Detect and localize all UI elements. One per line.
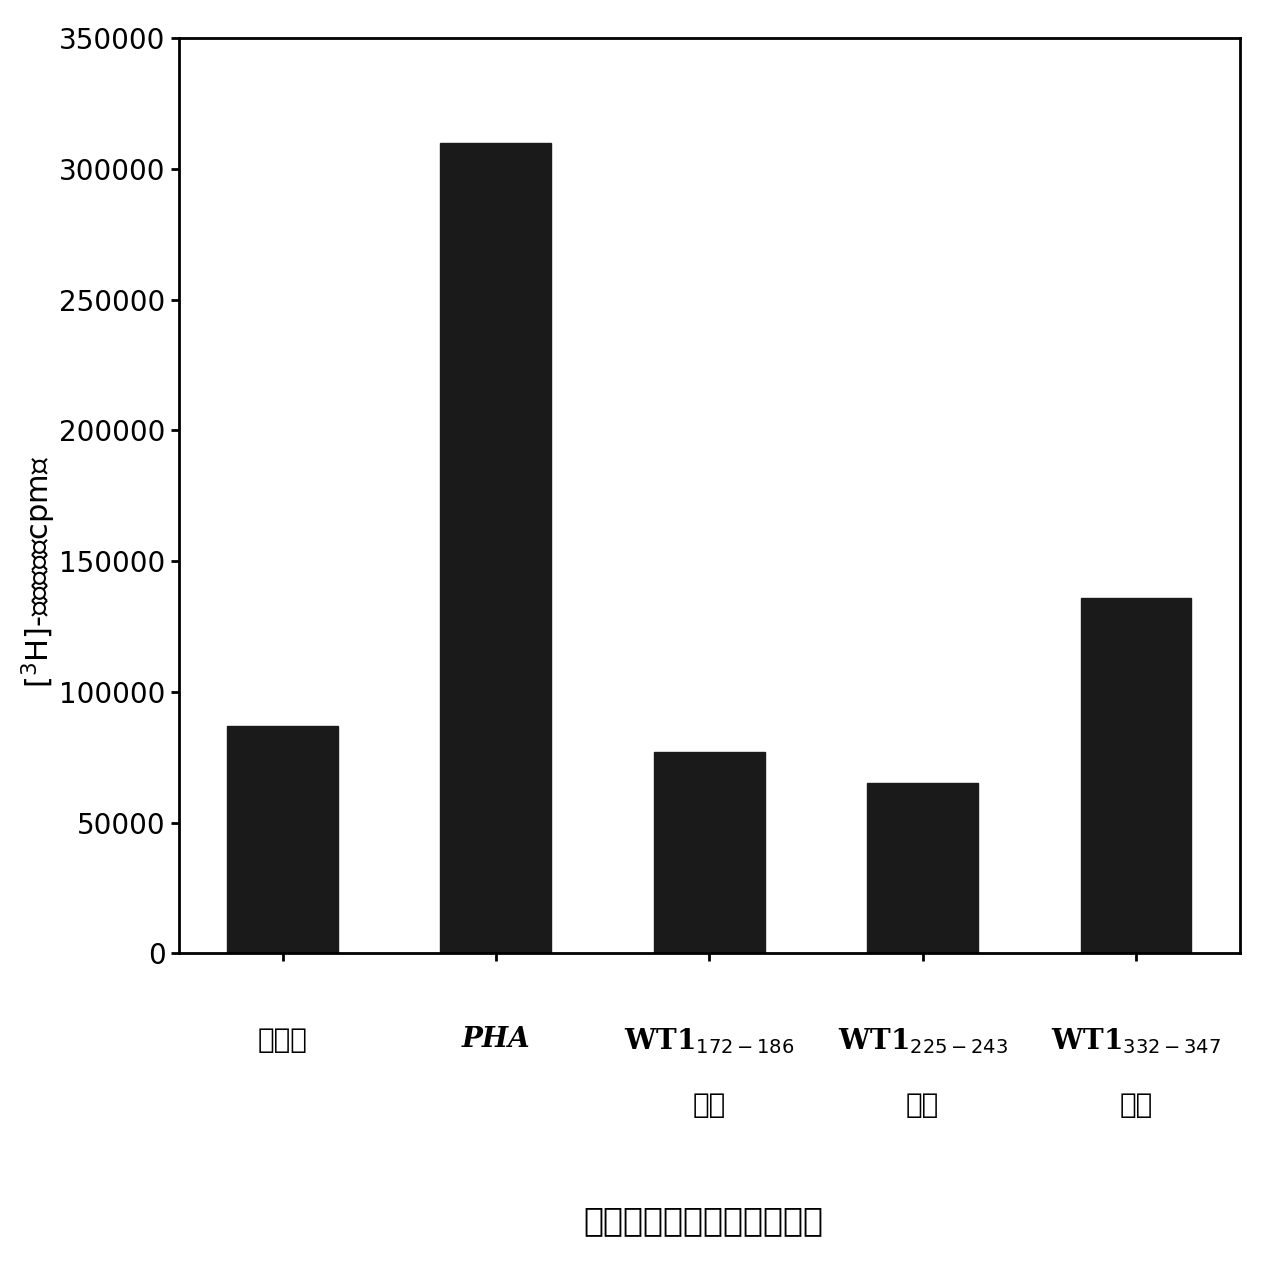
Text: 未处理: 未处理 — [258, 1027, 308, 1055]
Bar — [1080, 597, 1191, 953]
Text: 刺激: 刺激 — [906, 1091, 939, 1118]
Text: WT1$_{\mathrm{172-186}}$: WT1$_{\mathrm{172-186}}$ — [624, 1027, 795, 1056]
Text: 刺激: 刺激 — [693, 1091, 726, 1118]
Bar — [227, 726, 339, 953]
Bar — [654, 752, 764, 953]
Text: PHA: PHA — [461, 1027, 530, 1054]
Bar — [868, 783, 978, 953]
Text: 刺激: 刺激 — [1120, 1091, 1153, 1118]
Text: WT1$_{\mathrm{332-347}}$: WT1$_{\mathrm{332-347}}$ — [1051, 1027, 1220, 1056]
Text: WT1$_{\mathrm{225-243}}$: WT1$_{\mathrm{225-243}}$ — [837, 1027, 1007, 1056]
Text: [$^{3}$H]-胸苷摄入（cpm）: [$^{3}$H]-胸苷摄入（cpm） — [19, 456, 58, 688]
Text: 用于刺激的树突细胞的处理: 用于刺激的树突细胞的处理 — [583, 1204, 823, 1237]
Bar — [441, 142, 551, 953]
